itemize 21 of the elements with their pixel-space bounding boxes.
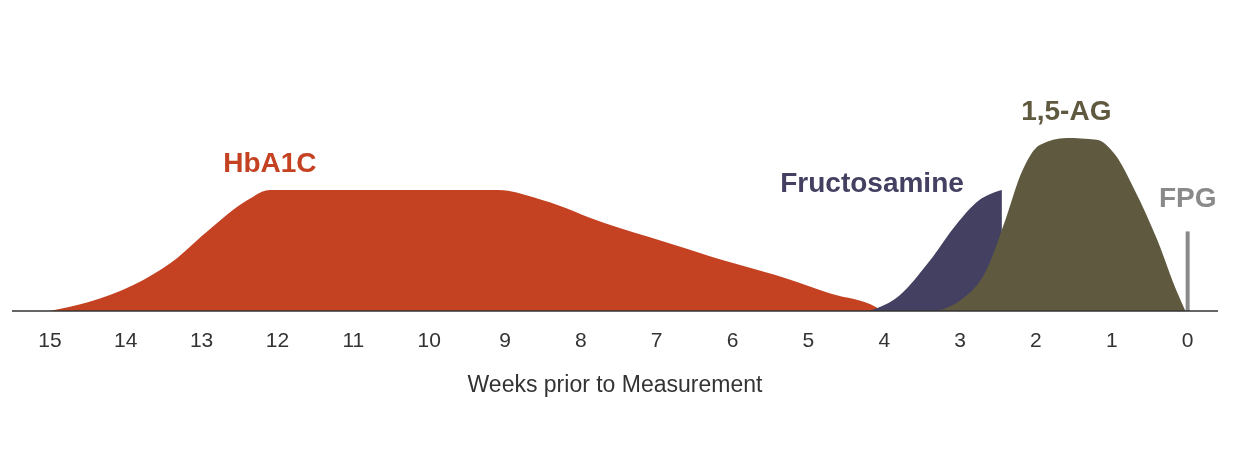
x-axis-title: Weeks prior to Measurement xyxy=(467,371,764,397)
x-tick-label: 7 xyxy=(650,328,663,351)
x-tick-label: 0 xyxy=(1181,328,1194,351)
x-tick-label: 8 xyxy=(575,328,587,351)
series-label: Fructosamine xyxy=(780,166,964,198)
x-tick-label: 13 xyxy=(189,328,214,351)
x-tick-label: 3 xyxy=(954,328,966,351)
x-tick-label: 9 xyxy=(499,328,511,351)
series-label: FPG xyxy=(1158,182,1217,214)
x-tick-label: 12 xyxy=(265,328,290,351)
x-tick-label: 14 xyxy=(114,328,138,351)
x-tick-label: 5 xyxy=(802,328,815,351)
series-label: HbA1C xyxy=(223,146,317,178)
x-tick-label: 6 xyxy=(726,328,739,351)
x-tick-label: 11 xyxy=(342,328,365,351)
x-tick-label: 2 xyxy=(1030,328,1042,351)
x-tick-label: 10 xyxy=(417,328,441,351)
x-tick-label: 4 xyxy=(878,328,891,351)
series-label: 1,5-AG xyxy=(1021,95,1112,126)
x-tick-label: 15 xyxy=(38,328,62,351)
x-tick-label: 1 xyxy=(1105,328,1118,351)
